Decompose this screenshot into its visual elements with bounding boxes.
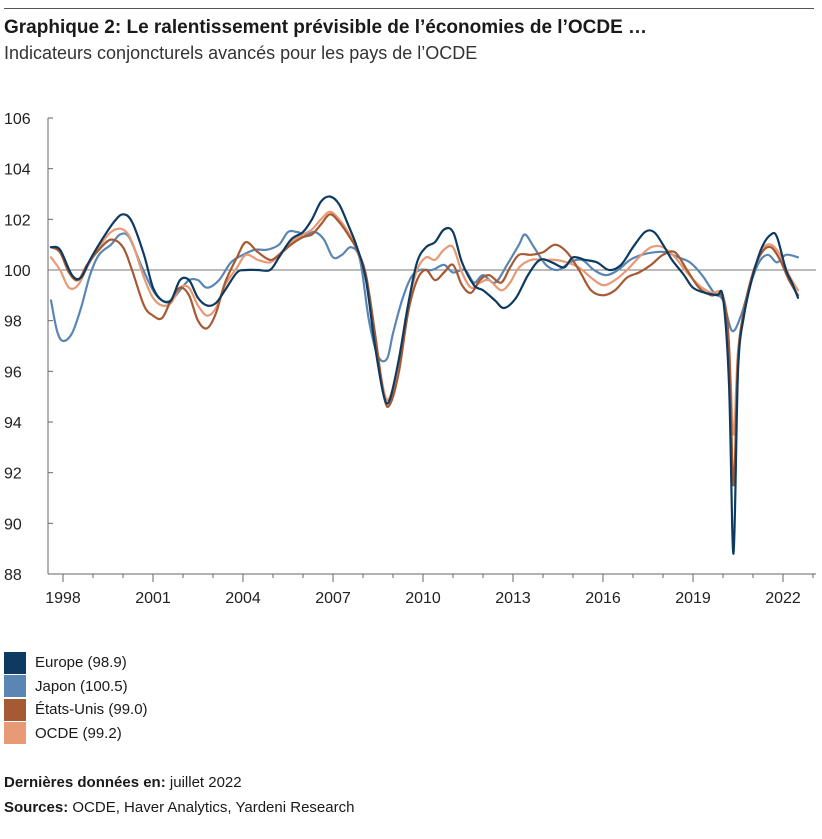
legend-label-ocde: OCDE (99.2) <box>35 724 122 742</box>
x-tick-label: 2013 <box>495 590 531 607</box>
footer-sources-value: OCDE, Haver Analytics, Yardeni Research <box>72 799 355 816</box>
series-line-etats-unis <box>49 213 800 487</box>
series-line-ocde <box>49 210 800 436</box>
footer-latest-label: Dernières données en: <box>4 774 166 791</box>
y-tick-label: 106 <box>4 111 31 128</box>
legend-item-europe: Europe (98.9) <box>4 651 148 675</box>
footer-latest-value: juillet 2022 <box>169 774 242 791</box>
series-line-japon <box>49 229 800 363</box>
x-tick-label: 1998 <box>45 590 81 607</box>
legend-swatch-japon <box>4 675 26 698</box>
legend-item-ocde: OCDE (99.2) <box>4 722 148 746</box>
line-chart: 88 90 92 94 96 98 100 102 104 106 1998 2001 2004 200… <box>4 111 816 607</box>
footer-sources-label: Sources: <box>4 799 69 816</box>
legend-item-japon: Japon (100.5) <box>4 675 148 699</box>
footer-sources: Sources: OCDE, Haver Analytics, Yardeni … <box>4 799 354 816</box>
legend-label-japon: Japon (100.5) <box>35 677 128 695</box>
top-rule <box>4 8 814 9</box>
legend: Europe (98.9) Japon (100.5) États-Unis (… <box>4 651 148 745</box>
legend-item-etats-unis: États-Unis (99.0) <box>4 698 148 722</box>
series-group <box>49 195 800 555</box>
x-tick-label: 2004 <box>225 590 261 607</box>
y-tick-label: 96 <box>4 364 22 381</box>
x-tick-label: 2001 <box>135 590 171 607</box>
x-tick-label: 2022 <box>765 590 801 607</box>
chart-subtitle: Indicateurs conjoncturels avancés pour l… <box>4 43 478 63</box>
legend-swatch-etats-unis <box>4 698 26 721</box>
legend-label-etats-unis: États-Unis (99.0) <box>35 701 148 719</box>
y-tick-label: 102 <box>4 212 31 229</box>
series-line-europe <box>49 195 800 555</box>
legend-swatch-europe <box>4 651 26 674</box>
x-axis: 1998 2001 2004 2007 2010 2013 2016 2019 2022 <box>45 573 816 607</box>
x-tick-label: 2019 <box>675 590 711 607</box>
x-tick-label: 2016 <box>585 590 621 607</box>
legend-swatch-ocde <box>4 722 26 745</box>
y-tick-label: 98 <box>4 314 22 331</box>
y-tick-label: 88 <box>4 567 22 584</box>
y-tick-label: 92 <box>4 466 22 483</box>
x-tick-label: 2010 <box>405 590 441 607</box>
y-tick-label: 94 <box>4 415 22 432</box>
y-tick-label: 104 <box>4 162 31 179</box>
y-axis: 88 90 92 94 96 98 100 102 104 106 <box>4 111 53 584</box>
legend-label-europe: Europe (98.9) <box>35 654 127 672</box>
y-tick-label: 100 <box>4 263 31 280</box>
x-tick-label: 2007 <box>315 590 351 607</box>
y-tick-label: 90 <box>4 516 22 533</box>
chart-title: Graphique 2: Le ralentissement prévisibl… <box>4 17 648 38</box>
footer-latest-data: Dernières données en: juillet 2022 <box>4 774 242 791</box>
